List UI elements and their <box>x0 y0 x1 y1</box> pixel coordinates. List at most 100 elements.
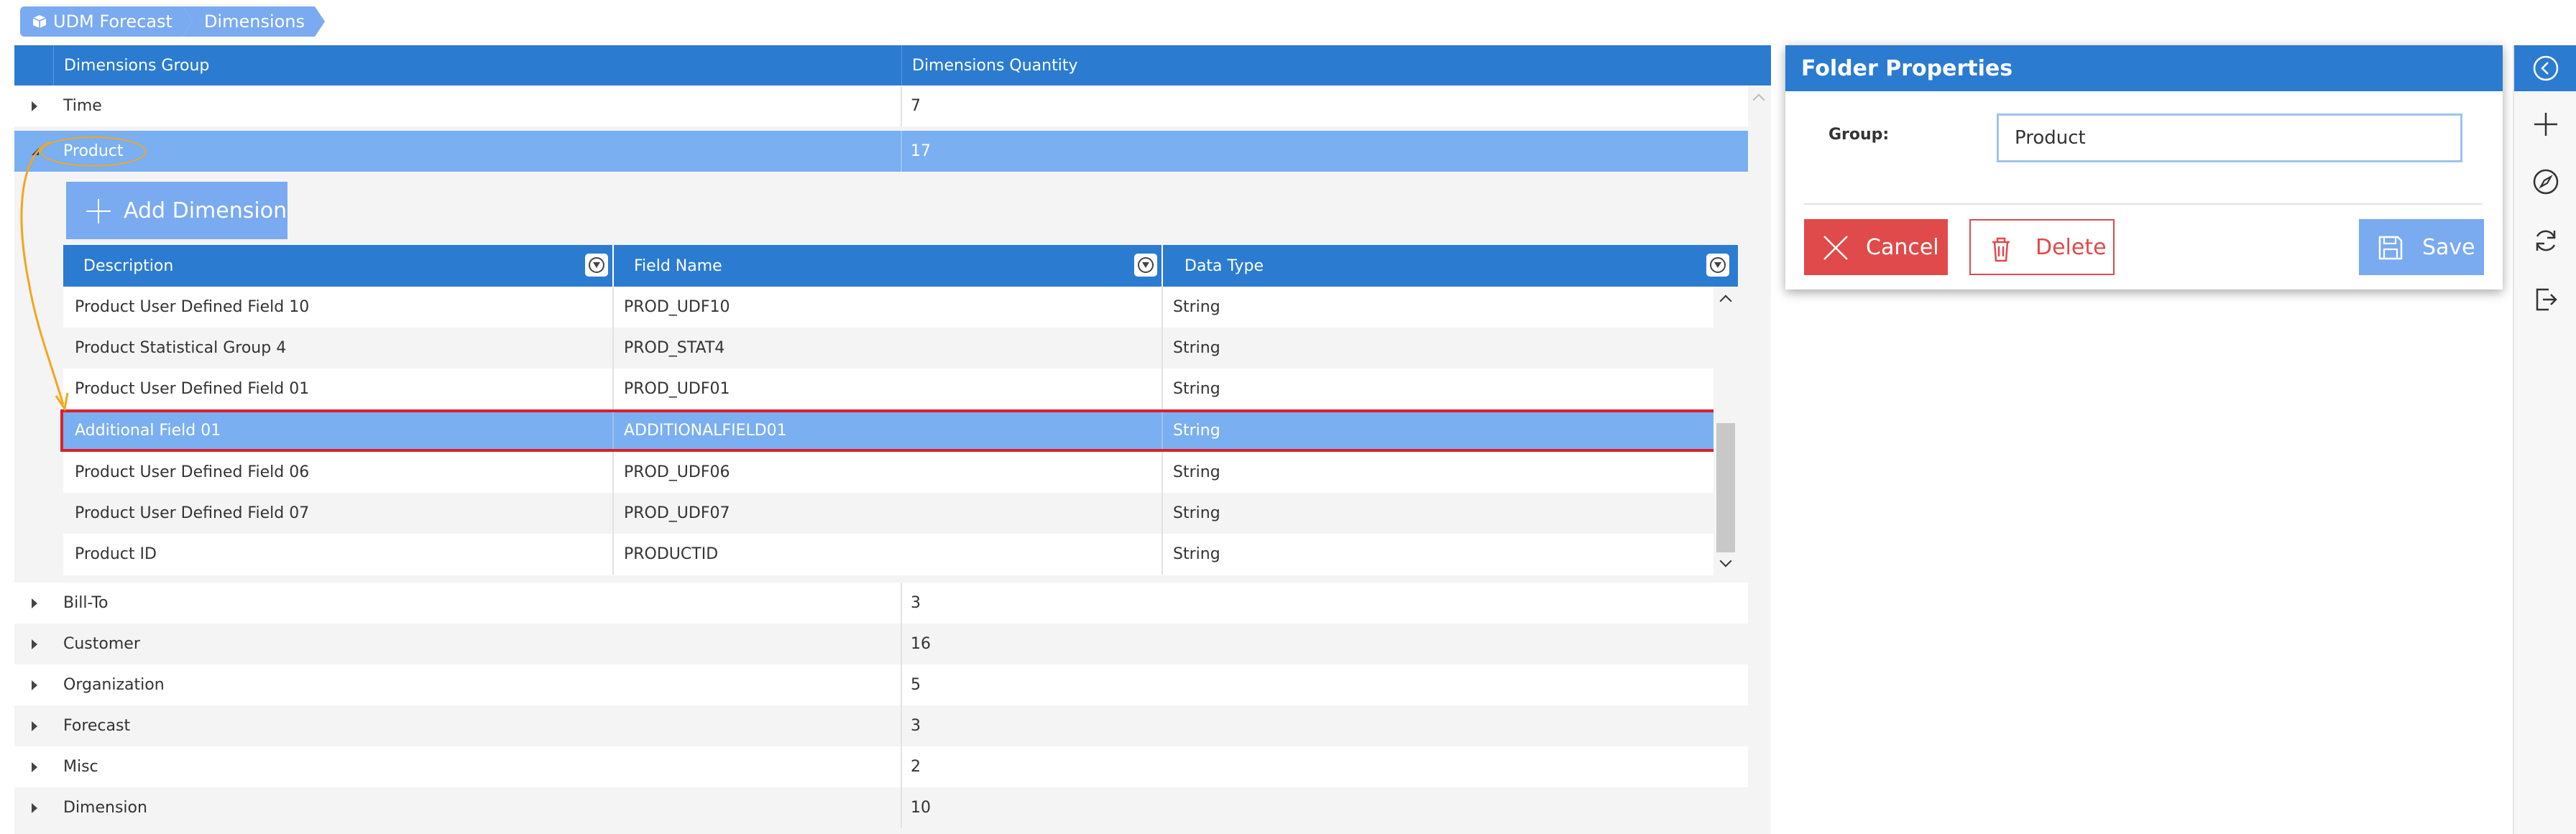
field-name-cell: ADDITIONALFIELD01 <box>624 422 787 440</box>
refresh-icon <box>2536 230 2556 251</box>
scroll-thumb[interactable] <box>1716 423 1735 552</box>
delete-button[interactable]: Delete <box>1969 219 2115 275</box>
quantity-cell: 5 <box>911 676 921 694</box>
dimension-detail-grid: Description Field Name Data Type Product… <box>60 245 1738 575</box>
field-name-cell: PROD_UDF06 <box>624 463 730 481</box>
detail-row[interactable]: Product User Defined Field 10 PROD_UDF10… <box>63 287 1714 328</box>
breadcrumb-item-udm-forecast[interactable]: UDM Forecast <box>20 6 193 37</box>
filter-icon[interactable] <box>585 254 608 277</box>
column-divider <box>1162 493 1163 534</box>
compass-icon <box>2533 169 2559 195</box>
breadcrumb-label: UDM Forecast <box>53 11 172 32</box>
expand-arrow-icon[interactable] <box>32 101 37 111</box>
column-header-data-type[interactable]: Data Type <box>1163 245 1738 287</box>
grid-row-bill-to[interactable]: Bill-To 3 <box>14 583 1748 624</box>
refresh-button[interactable] <box>2514 212 2576 269</box>
column-divider <box>612 412 614 449</box>
column-header-label: Description <box>83 256 174 275</box>
detail-row[interactable]: Product Statistical Group 4 PROD_STAT4 S… <box>63 328 1714 369</box>
column-header-dimensions-group[interactable]: Dimensions Group <box>53 45 901 85</box>
expand-arrow-icon[interactable] <box>32 639 37 649</box>
description-cell: Product User Defined Field 06 <box>75 463 310 481</box>
quantity-cell: 17 <box>911 142 931 160</box>
column-divider <box>612 534 614 575</box>
column-divider <box>901 664 902 705</box>
quantity-cell: 2 <box>911 758 921 776</box>
expand-arrow-icon[interactable] <box>32 598 37 608</box>
add-dimension-label: Add Dimension <box>124 198 288 223</box>
detail-row[interactable]: Product User Defined Field 07 PROD_UDF07… <box>63 493 1714 534</box>
quantity-cell: 3 <box>911 717 921 735</box>
column-header-field-name[interactable]: Field Name <box>614 245 1163 287</box>
column-divider <box>901 131 902 172</box>
group-cell: Organization <box>63 676 165 694</box>
collapse-left-button[interactable] <box>2514 45 2576 91</box>
field-name-cell: PRODUCTID <box>624 545 719 563</box>
column-divider <box>612 369 614 409</box>
column-header-dimensions-quantity[interactable]: Dimensions Quantity <box>901 45 1771 85</box>
exit-button[interactable] <box>2514 271 2576 328</box>
column-divider <box>1162 534 1163 575</box>
detail-row[interactable]: Product User Defined Field 01 PROD_UDF01… <box>63 369 1714 409</box>
delete-label: Delete <box>2036 234 2107 260</box>
field-name-cell: PROD_STAT4 <box>624 339 725 357</box>
grid-row-product[interactable]: Product 17 <box>14 131 1748 172</box>
breadcrumb: UDM Forecast Dimensions <box>20 6 326 37</box>
filter-icon[interactable] <box>1134 254 1157 277</box>
description-cell: Product Statistical Group 4 <box>75 339 287 357</box>
group-cell: Time <box>63 97 102 115</box>
group-cell: Dimension <box>63 799 147 817</box>
grid-row-customer[interactable]: Customer 16 <box>14 624 1748 664</box>
add-dimension-button[interactable]: Add Dimension <box>66 182 288 239</box>
add-button[interactable] <box>2514 96 2576 153</box>
breadcrumb-item-dimensions[interactable]: Dimensions <box>182 6 326 37</box>
description-cell: Additional Field 01 <box>75 422 221 440</box>
detail-row[interactable]: Product ID PRODUCTID String <box>63 534 1714 575</box>
right-toolbar <box>2513 45 2576 834</box>
column-divider <box>901 746 902 787</box>
cancel-button[interactable]: Cancel <box>1804 219 1948 275</box>
group-cell: Misc <box>63 758 98 776</box>
save-button[interactable]: Save <box>2359 219 2484 275</box>
navigate-button[interactable] <box>2514 153 2576 210</box>
grid-row-dimension[interactable]: Dimension 10 <box>14 787 1748 828</box>
column-divider <box>1162 412 1163 449</box>
grid-scrollbar[interactable] <box>1748 85 1771 834</box>
grid-row-forecast[interactable]: Forecast 3 <box>14 705 1748 746</box>
column-header-description[interactable]: Description <box>63 245 614 287</box>
detail-scrollbar[interactable] <box>1714 287 1738 575</box>
filter-icon[interactable] <box>1706 254 1729 277</box>
scroll-up-icon[interactable] <box>1719 295 1732 307</box>
column-divider <box>901 705 902 746</box>
expand-arrow-icon[interactable] <box>32 803 37 813</box>
detail-row-highlighted[interactable]: Additional Field 01 ADDITIONALFIELD01 St… <box>60 409 1716 452</box>
grid-row-organization[interactable]: Organization 5 <box>14 664 1748 705</box>
expand-arrow-icon[interactable] <box>32 680 37 690</box>
column-divider <box>612 493 614 534</box>
column-header-label: Dimensions Group <box>64 56 210 75</box>
product-detail-panel: Add Dimension Description Field Name Dat… <box>14 172 1748 583</box>
folder-properties-panel: Folder Properties Group: Cancel Delete S… <box>1785 45 2503 289</box>
plus-icon <box>2534 113 2557 136</box>
group-cell: Product <box>63 142 124 160</box>
data-type-cell: String <box>1173 504 1220 522</box>
dimensions-grid: Dimensions Group Dimensions Quantity Tim… <box>14 45 1771 834</box>
field-name-cell: PROD_UDF01 <box>624 380 730 398</box>
cube-icon <box>32 15 47 28</box>
scroll-down-icon[interactable] <box>1719 555 1732 567</box>
column-divider <box>612 287 614 328</box>
description-cell: Product User Defined Field 10 <box>75 298 310 316</box>
divider <box>1804 203 2483 205</box>
expand-arrow-icon[interactable] <box>32 762 37 772</box>
expand-arrow-icon[interactable] <box>32 721 37 731</box>
group-input[interactable] <box>1997 113 2462 162</box>
data-type-cell: String <box>1173 339 1220 357</box>
grid-row-time[interactable]: Time 7 <box>14 85 1748 126</box>
scroll-up-icon[interactable] <box>1752 93 1765 106</box>
group-cell: Customer <box>63 635 140 653</box>
cancel-label: Cancel <box>1866 234 1939 260</box>
save-label: Save <box>2422 234 2475 260</box>
grid-row-misc[interactable]: Misc 2 <box>14 746 1748 787</box>
detail-row[interactable]: Product User Defined Field 06 PROD_UDF06… <box>63 452 1714 493</box>
description-cell: Product User Defined Field 01 <box>75 380 310 398</box>
